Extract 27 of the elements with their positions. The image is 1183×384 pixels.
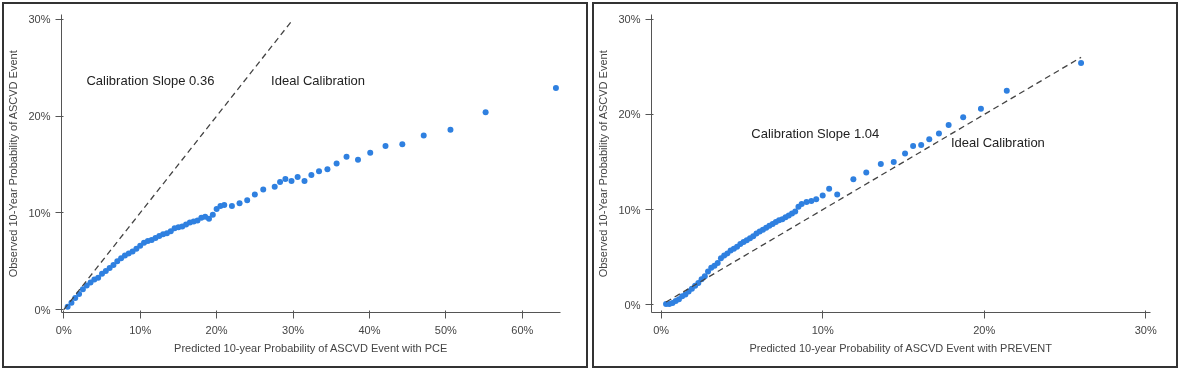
x-tick-label: 30%	[282, 323, 305, 336]
y-tick-label: 10%	[618, 203, 641, 216]
x-tick-label: 60%	[511, 323, 534, 336]
x-tick-label: 20%	[973, 323, 996, 336]
annotation: Calibration Slope 1.04	[751, 126, 880, 142]
x-tick-label: 10%	[129, 323, 152, 336]
y-axis-title: Observed 10-Year Probability of ASCVD Event	[597, 50, 610, 278]
y-tick-label: 10%	[28, 206, 51, 219]
x-tick-label: 0%	[55, 323, 72, 336]
x-axis-title: Predicted 10-year Probability of ASCVD Event with PCE	[174, 341, 448, 354]
annotation: Calibration Slope 0.36	[86, 72, 215, 88]
y-tick-label: 30%	[618, 13, 641, 26]
y-tick-label: 0%	[34, 303, 51, 316]
x-tick-label: 10%	[811, 323, 834, 336]
annotation: Ideal Calibration	[271, 72, 366, 88]
x-tick-label: 50%	[434, 323, 458, 336]
x-axis-title: Predicted 10-year Probability of ASCVD Event with PREVENT	[749, 341, 1053, 354]
y-tick-label: 20%	[28, 110, 51, 123]
y-tick-label: 20%	[618, 108, 641, 121]
y-axis-title: Observed 10-Year Probability of ASCVD Event	[7, 50, 20, 278]
x-tick-label: 20%	[205, 323, 228, 336]
x-tick-label: 0%	[653, 323, 670, 336]
x-tick-label: 30%	[1134, 323, 1157, 336]
y-tick-label: 30%	[28, 13, 51, 26]
annotation: Ideal Calibration	[950, 135, 1045, 151]
y-tick-label: 0%	[624, 298, 641, 311]
x-tick-label: 40%	[358, 323, 381, 336]
